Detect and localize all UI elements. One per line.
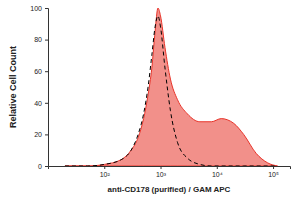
axis-line	[45, 9, 49, 167]
tick-mark	[45, 8, 48, 9]
tick-label: 40	[34, 100, 42, 107]
tick: 0	[38, 163, 48, 170]
tick-label: 0	[38, 163, 42, 170]
tick-mark	[45, 40, 48, 41]
tick-mark	[217, 166, 218, 169]
tick: 100	[30, 5, 48, 12]
tick-mark	[273, 166, 274, 169]
tick-mark	[45, 71, 48, 72]
tick: 60	[34, 68, 48, 75]
histogram-line	[65, 16, 278, 166]
tick: 10²	[100, 166, 111, 178]
plot-marks	[65, 8, 278, 166]
tick-label: 100	[30, 5, 42, 12]
tick-mark	[45, 166, 48, 167]
tick: 10³	[156, 166, 167, 178]
tick: 10⁴	[212, 166, 223, 178]
tick: 10⁵	[268, 166, 279, 178]
tick-label: 10⁵	[268, 171, 279, 178]
x-axis-title: anti-CD178 (purified) / GAM APC	[108, 185, 231, 194]
tick-mark	[104, 166, 105, 169]
tick: 20	[34, 131, 48, 138]
tick-mark	[161, 166, 162, 169]
tick-label: 20	[34, 131, 42, 138]
x-axis: 10² 10³ 10⁴ 10⁵	[49, 166, 291, 178]
tick-mark	[45, 134, 48, 135]
tick: 80	[34, 36, 48, 43]
histogram-area	[65, 8, 278, 166]
tick-label: 10⁴	[212, 171, 223, 178]
y-axis-title: Relative Cell Count	[8, 46, 18, 128]
chart: 10² 10³ 10⁴ 10⁵ 0 20 40 60 80 100 anti-CD178 (puri…	[0, 0, 300, 200]
tick: 40	[34, 100, 48, 107]
tick-label: 60	[34, 68, 42, 75]
tick-label: 10³	[156, 171, 167, 178]
tick-label: 10²	[100, 171, 111, 178]
axis-line	[49, 167, 291, 170]
tick-mark	[45, 103, 48, 104]
tick-label: 80	[34, 36, 42, 43]
y-axis: 0 20 40 60 80 100	[30, 5, 48, 170]
